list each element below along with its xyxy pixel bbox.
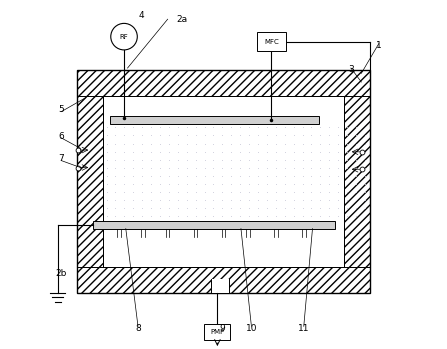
Text: 9: 9: [219, 324, 225, 333]
Text: 3: 3: [348, 65, 354, 74]
Text: MFC: MFC: [264, 38, 279, 45]
Text: 2b: 2b: [55, 269, 67, 279]
Text: RF: RF: [120, 34, 128, 40]
Bar: [204, 324, 231, 340]
Text: 4: 4: [139, 11, 144, 20]
Circle shape: [111, 23, 137, 50]
Bar: [110, 116, 320, 124]
Bar: [103, 96, 344, 267]
Bar: [93, 221, 335, 229]
Text: 5: 5: [59, 105, 64, 114]
Text: 6: 6: [59, 132, 64, 141]
Bar: [103, 96, 344, 267]
Bar: [211, 279, 229, 293]
Bar: [77, 96, 103, 267]
Text: 8: 8: [135, 324, 141, 333]
Text: 2a: 2a: [176, 15, 187, 24]
Bar: [77, 70, 370, 96]
Bar: [77, 267, 370, 293]
Text: 7: 7: [59, 154, 64, 163]
Bar: [257, 32, 287, 51]
Text: 1: 1: [376, 41, 382, 50]
Text: PMP: PMP: [210, 329, 224, 335]
Bar: [77, 70, 370, 293]
Bar: [344, 96, 370, 267]
Text: 10: 10: [246, 324, 257, 333]
Text: 11: 11: [298, 324, 309, 333]
